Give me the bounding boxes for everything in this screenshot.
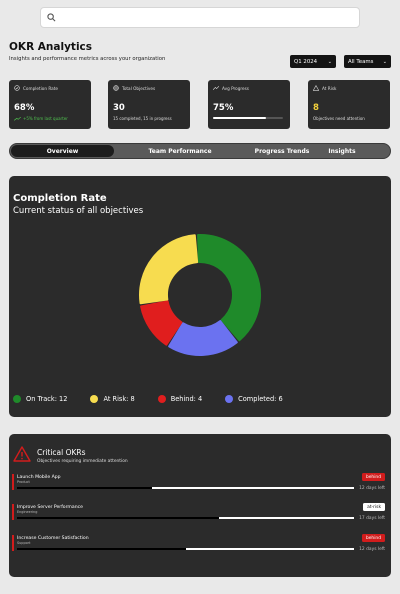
okr-days-left: 12 days left <box>359 486 385 491</box>
card-title: Completion Rate <box>23 85 58 91</box>
completion-rate-panel: Completion Rate Current status of all ob… <box>9 176 391 417</box>
team-select[interactable]: All Teams ⌄ <box>344 55 391 68</box>
check-circle-icon <box>14 85 20 91</box>
card-value: 8 <box>313 103 319 113</box>
chevron-down-icon: ⌄ <box>382 58 387 65</box>
okr-status-edge <box>12 504 14 520</box>
legend-label: Completed: 6 <box>238 395 283 403</box>
legend-item: On Track: 12 <box>13 395 67 403</box>
warning-icon <box>13 446 31 462</box>
legend-label: On Track: 12 <box>26 395 68 403</box>
okr-name: Increase Customer Satisfaction <box>17 536 89 541</box>
okr-progress-fill <box>17 487 152 489</box>
legend-label: At Risk: 8 <box>103 395 135 403</box>
okr-team: Engineering <box>17 510 38 514</box>
okr-name: Improve Server Performance <box>17 505 83 510</box>
legend-dot <box>90 395 99 403</box>
donut-slice-on-track[interactable] <box>197 234 261 342</box>
card-completion-rate: Completion Rate 68% +5% from last quarte… <box>9 80 91 129</box>
critical-okrs-panel: Critical OKRs Objectives requiring immed… <box>9 434 391 577</box>
card-value: 30 <box>113 103 125 113</box>
okr-item[interactable]: Increase Customer Satisfaction Support b… <box>12 534 388 554</box>
tab-insights[interactable]: Insights <box>328 147 356 155</box>
progress-bar-fill <box>213 117 266 119</box>
okr-progress-fill <box>17 517 220 519</box>
okr-progress-bar <box>17 517 354 519</box>
okr-item[interactable]: Launch Mobile App Product behind 12 days… <box>12 473 388 493</box>
tab-bar: Overview Team Performance Progress Trend… <box>9 143 391 159</box>
card-sub: 15 completed, 15 in progress <box>113 116 172 121</box>
legend-dot <box>225 395 234 403</box>
okr-item[interactable]: Improve Server Performance Engineering a… <box>12 503 388 523</box>
chevron-down-icon: ⌄ <box>327 58 332 65</box>
alert-icon <box>313 85 319 91</box>
okr-status-edge <box>12 535 14 551</box>
legend-item: Behind: 4 <box>157 395 203 403</box>
page-subtitle: Insights and performance metrics across … <box>9 56 166 62</box>
legend-label: Behind: 4 <box>170 395 203 403</box>
quarter-select[interactable]: Q1 2024 ⌄ <box>290 55 336 68</box>
tab-progress-trends[interactable]: Progress Trends <box>254 147 310 155</box>
panel-subtitle: Objectives requiring immediate attention <box>37 459 128 464</box>
search-input[interactable] <box>60 13 340 22</box>
okr-days-left: 12 days left <box>359 547 385 552</box>
quarter-select-value: Q1 2024 <box>294 58 318 65</box>
okr-progress-fill <box>17 548 186 550</box>
trend-up-icon <box>213 85 219 91</box>
legend-item: At Risk: 8 <box>90 395 135 403</box>
card-avg-progress: Avg Progress 75% <box>208 80 290 129</box>
donut-slice-completed[interactable] <box>168 320 238 356</box>
card-value: 68% <box>14 103 35 113</box>
tab-overview[interactable]: Overview <box>11 145 114 157</box>
card-title: At Risk <box>322 85 337 91</box>
status-badge: at-risk <box>363 503 385 511</box>
panel-title: Completion Rate <box>13 193 107 204</box>
search-bar[interactable] <box>40 7 360 28</box>
chart-legend: On Track: 12 At Risk: 8 Behind: 4 Comple… <box>13 395 306 403</box>
okr-status-edge <box>12 474 14 490</box>
donut-slice-at-risk[interactable] <box>139 234 199 305</box>
tab-team-performance[interactable]: Team Performance <box>148 147 212 155</box>
okr-progress-bar <box>17 487 354 489</box>
status-badge: behind <box>361 473 385 481</box>
status-badge: behind <box>361 534 385 542</box>
legend-dot <box>13 395 21 403</box>
target-icon <box>113 85 119 91</box>
card-sub: +5% from last quarter <box>23 116 68 121</box>
okr-team: Product <box>17 480 30 484</box>
progress-bar <box>213 117 283 119</box>
card-value: 75% <box>213 103 234 113</box>
panel-title: Critical OKRs <box>37 448 86 457</box>
legend-dot <box>157 395 166 403</box>
search-icon <box>47 13 56 22</box>
page-title: OKR Analytics <box>9 41 93 53</box>
okr-days-left: 17 days left <box>359 516 385 521</box>
panel-subtitle: Current status of all objectives <box>13 206 144 216</box>
donut-slice-behind[interactable] <box>140 300 183 346</box>
okr-name: Launch Mobile App <box>17 475 61 480</box>
trend-up-icon <box>14 116 21 121</box>
okr-progress-bar <box>17 548 354 550</box>
card-title: Avg Progress <box>222 85 249 91</box>
card-sub: Objectives need attention <box>313 116 365 121</box>
okr-team: Support <box>17 541 31 545</box>
card-at-risk: At Risk 8 Objectives need attention <box>308 80 390 129</box>
card-title: Total Objectives <box>122 85 156 91</box>
team-select-value: All Teams <box>348 58 374 65</box>
legend-item: Completed: 6 <box>225 395 283 403</box>
donut-chart <box>139 234 261 356</box>
card-total-objectives: Total Objectives 30 15 completed, 15 in … <box>108 80 190 129</box>
